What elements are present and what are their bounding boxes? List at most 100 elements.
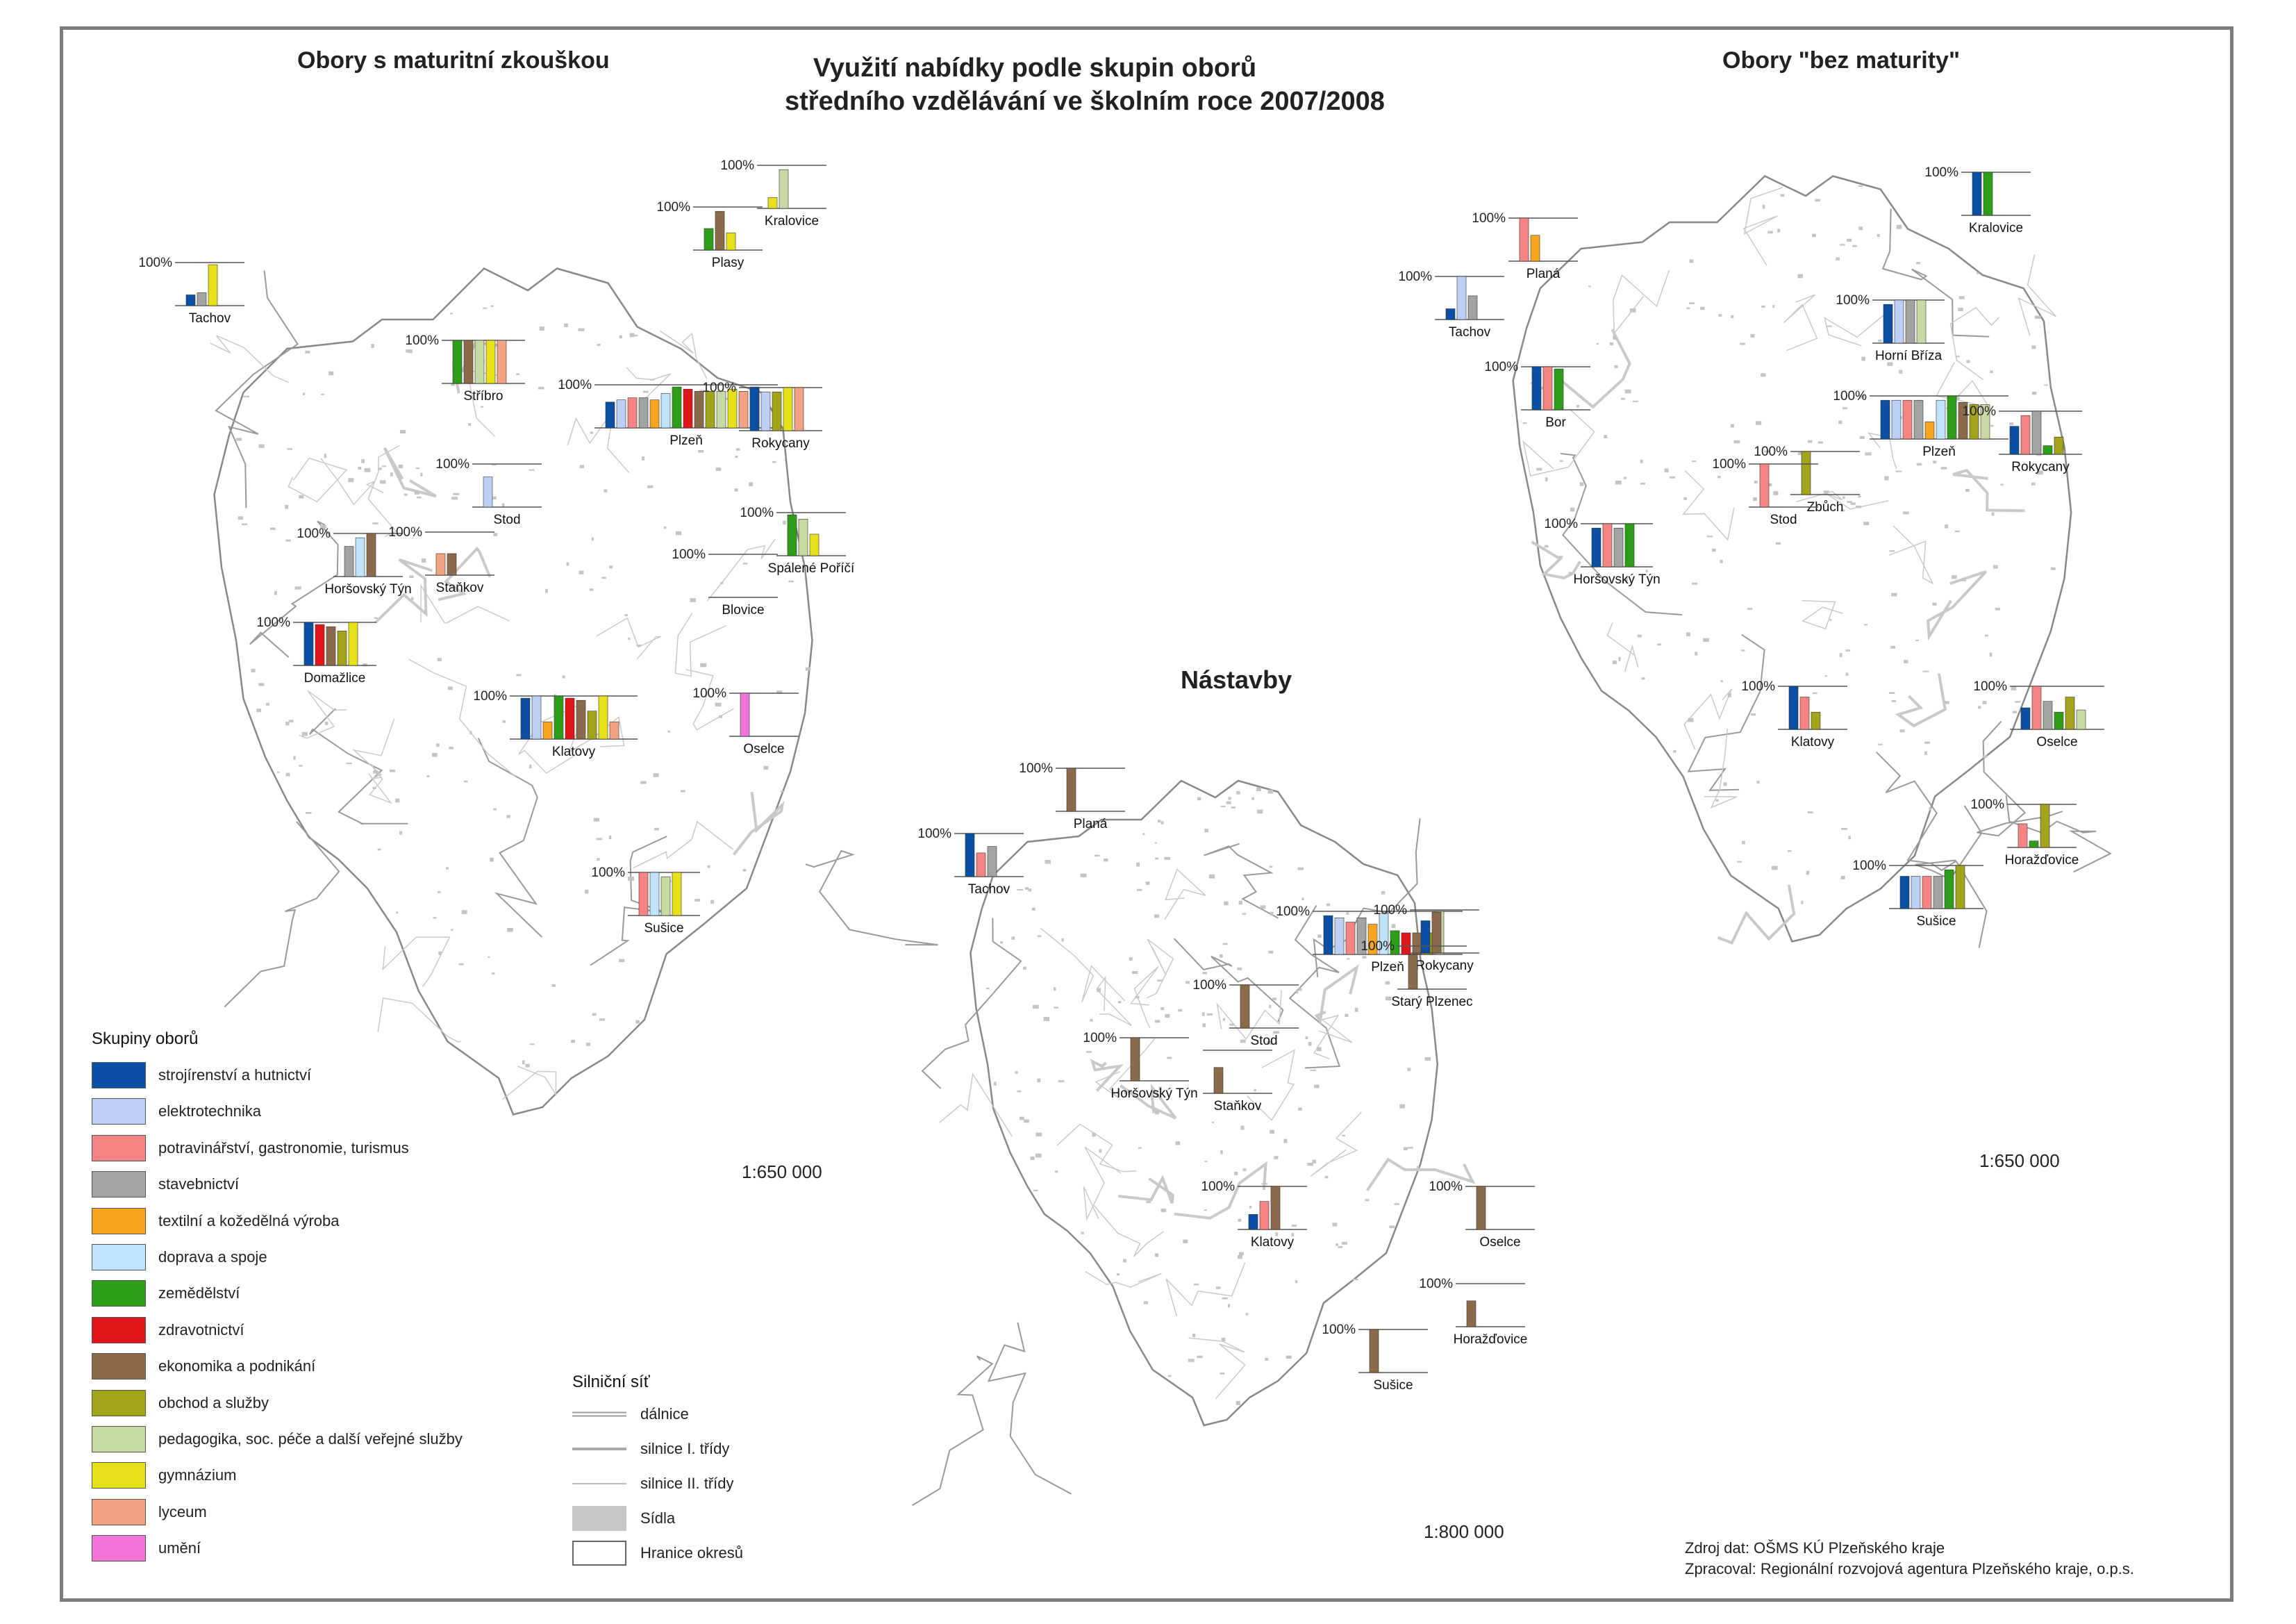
- maturita-region-settlement: [609, 835, 612, 840]
- bez-maturity-region-settlement: [1960, 579, 1966, 581]
- maturita-region-settlement: [373, 770, 378, 774]
- bez-maturity-region-settlement: [1640, 459, 1643, 463]
- bez-maturity-region-settlement: [1943, 701, 1949, 704]
- maturita-region-settlement: [321, 393, 324, 395]
- maturita-region-settlement: [446, 867, 449, 870]
- maturita-region-settlement: [593, 818, 599, 822]
- full-scale-label: 100%: [1083, 1031, 1117, 1045]
- bar-strojirenstvi: [1591, 527, 1602, 567]
- maturita-region-road: [674, 613, 727, 677]
- bez-maturity-region-road: [1889, 525, 1934, 585]
- bez-maturity-region-settlement: [1558, 556, 1563, 558]
- bez-maturity-region-settlement: [1740, 342, 1745, 345]
- legend-swatch: [92, 1098, 146, 1125]
- bez-maturity-region-road: [2018, 254, 2056, 336]
- nastavby-region-road: [1056, 1123, 1137, 1173]
- bar-stavebnictvi: [2031, 411, 2042, 455]
- maturita-region-settlement: [372, 786, 376, 789]
- bez-maturity-region-settlement: [1965, 488, 1970, 492]
- nastavby-region-settlement: [1228, 797, 1231, 800]
- legend-label: zemědělství: [158, 1284, 240, 1302]
- nastavby-region-settlement: [1192, 1333, 1196, 1338]
- nastavby-region-settlement: [1024, 887, 1029, 890]
- bar-zemedelstvi: [2043, 445, 2053, 455]
- bar-textilni: [542, 721, 553, 740]
- nastavby-region-settlement: [1283, 1138, 1288, 1143]
- bar-potravinarstvi: [1542, 366, 1553, 411]
- nastavby-region-settlement: [1094, 854, 1100, 856]
- bez-maturity-region-settlement: [1858, 185, 1863, 187]
- full-scale-label: 100%: [1970, 797, 2004, 812]
- nastavby-region-settlement: [1308, 1042, 1312, 1046]
- bez-maturity-region-settlement: [1807, 440, 1813, 443]
- nastavby-region-settlement: [1017, 888, 1024, 890]
- bez-maturity-region-settlement: [1604, 435, 1608, 438]
- nastavby-region-settlement: [1242, 913, 1247, 915]
- maturita-region-settlement: [377, 848, 381, 851]
- nastavby-town-11: 100% Sušice: [1322, 1323, 1428, 1393]
- maturita-region-settlement: [487, 956, 490, 958]
- nastavby-region-settlement: [1222, 1018, 1226, 1021]
- maturita-region-settlement: [647, 485, 654, 488]
- town-name: Staňkov: [436, 581, 484, 595]
- bar-ekonomika: [1466, 1300, 1476, 1327]
- bar-zemedelstvi: [1624, 523, 1635, 567]
- maturita-region-settlement: [438, 891, 441, 893]
- bez-maturity-town-10: 100% Klatovy: [1741, 679, 1847, 749]
- maturita-region-settlement: [238, 516, 243, 520]
- bar-strojirenstvi: [1445, 308, 1456, 320]
- main-title: Využití nabídky podle skupin oborů střed…: [785, 51, 1385, 118]
- full-scale-label: 100%: [388, 525, 422, 540]
- maturita-region-settlement: [493, 533, 498, 536]
- bez-maturity-region-settlement: [1737, 861, 1742, 863]
- maturita-region-settlement: [358, 466, 362, 470]
- nastavby-region-settlement: [1045, 860, 1051, 864]
- nastavby-region-road: [1095, 1038, 1156, 1099]
- nastavby-region-district-boundary: [912, 1355, 994, 1506]
- nastavby-region-settlement: [1324, 1175, 1329, 1179]
- source-line1: Zdroj dat: OŠMS KÚ Plzeňského kraje: [1685, 1539, 1945, 1557]
- bez-maturity-region-settlement: [1856, 505, 1862, 508]
- bez-maturity-region-settlement: [2034, 315, 2041, 319]
- bar-potravinarstvi: [1799, 697, 1810, 730]
- maturita-region-settlement: [285, 772, 290, 777]
- nastavby-region-road: [1146, 938, 1174, 999]
- nastavby-region-settlement: [1031, 907, 1035, 911]
- bez-maturity-region-road: [1682, 470, 1735, 541]
- maturita-region-settlement: [436, 743, 440, 747]
- maturita-region-settlement: [399, 831, 403, 835]
- nastavby-region-settlement: [1260, 905, 1266, 909]
- nastavby-town-10: 100% Horažďovice: [1419, 1277, 1527, 1347]
- bez-maturity-region-settlement: [1850, 502, 1856, 505]
- maturita-region-road: [374, 558, 433, 624]
- maturita-region-settlement: [591, 537, 594, 541]
- nastavby-region-settlement: [1270, 1129, 1274, 1134]
- nastavby-region-road: [1216, 990, 1282, 1041]
- maturita-region-settlement: [578, 328, 585, 331]
- nastavby-region-road: [1314, 964, 1359, 1025]
- source-note: Zdroj dat: OŠMS KÚ Plzeňského kraje Zpra…: [1685, 1538, 2134, 1580]
- legend-label: pedagogika, soc. péče a další veřejné sl…: [158, 1430, 463, 1448]
- bez-maturity-region-settlement: [1756, 781, 1760, 784]
- road-legend-item: Hranice okresů: [572, 1541, 743, 1566]
- bar-stavebnictvi: [197, 292, 207, 306]
- nastavby-region-district-boundary: [1173, 938, 1284, 1022]
- full-scale-label: 100%: [1419, 1277, 1453, 1291]
- nastavby-region-road: [1174, 1161, 1267, 1220]
- nastavby-region-settlement: [1175, 1141, 1181, 1145]
- maturita-region-settlement: [492, 463, 497, 466]
- bez-maturity-region-settlement: [1570, 507, 1575, 512]
- bez-maturity-region-settlement: [1842, 407, 1848, 409]
- nastavby-region-settlement: [1220, 806, 1226, 807]
- nastavby-region-settlement: [1137, 888, 1142, 891]
- maturita-region-settlement: [251, 668, 256, 672]
- nastavby-region-settlement: [993, 1082, 997, 1086]
- bez-maturity-region-settlement: [1884, 476, 1889, 481]
- legend-item: umění: [92, 1534, 201, 1562]
- bez-maturity-region-settlement: [1741, 649, 1745, 652]
- legend-label: gymnázium: [158, 1466, 237, 1484]
- bez-maturity-town-13: 100% Sušice: [1852, 859, 1983, 929]
- full-scale-label: 100%: [1973, 679, 2007, 694]
- nastavby-region-settlement: [1158, 820, 1161, 823]
- bez-maturity-region-road: [1824, 307, 1894, 347]
